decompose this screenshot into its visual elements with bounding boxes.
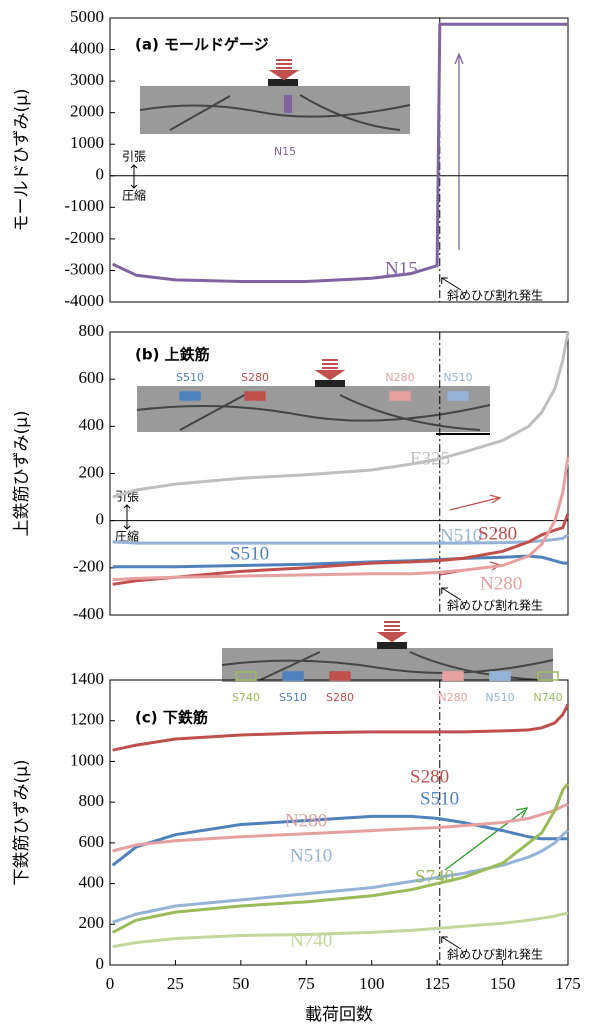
- crack-label: 斜めひび割れ発生: [447, 598, 543, 613]
- y-tick-label: 1400: [70, 669, 104, 688]
- gauge-marker: [180, 392, 200, 400]
- arrows: [440, 54, 527, 870]
- tension-label: 引張: [122, 150, 146, 164]
- inset-label: S280: [241, 371, 269, 384]
- y-tick-label: 400: [79, 872, 105, 891]
- y-tick-label: -4000: [64, 291, 104, 310]
- y-tick-label: 200: [79, 913, 105, 932]
- y-tick-label: 0: [96, 510, 105, 529]
- y-tick-label: 1000: [70, 133, 104, 152]
- y-tick-label: 400: [79, 415, 105, 434]
- x-axis-label: 載荷回数: [305, 1005, 373, 1025]
- inset-label: N280: [385, 371, 414, 384]
- y-tick-label: 200: [79, 462, 105, 481]
- y-axis-label: モールドひずみ(μ): [12, 88, 32, 231]
- inset-label: S510: [279, 691, 307, 704]
- inset-label: N15: [274, 145, 296, 158]
- inset-label: S280: [326, 691, 354, 704]
- y-tick-label: -1000: [64, 196, 104, 215]
- gauge-marker: [448, 392, 468, 400]
- series-label: N280: [285, 810, 327, 831]
- x-tick-label: 75: [298, 974, 315, 993]
- y-tick-label: 800: [79, 791, 105, 810]
- y-tick-label: 0: [96, 954, 105, 973]
- y-tick-label: 1200: [70, 710, 104, 729]
- tension-arrow: [124, 505, 130, 529]
- y-tick-label: 1000: [70, 750, 104, 769]
- series-label: S280: [410, 766, 449, 787]
- series-line: [113, 804, 568, 851]
- y-tick-label: 5000: [70, 7, 104, 26]
- series-label: N510: [290, 845, 332, 866]
- gauge-marker: [490, 672, 510, 680]
- inset-photo-a: [140, 60, 410, 134]
- series-label: N510: [440, 525, 482, 546]
- x-tick-label: 50: [232, 974, 249, 993]
- crack-label: 斜めひび割れ発生: [447, 947, 543, 962]
- x-tick-label: 25: [167, 974, 184, 993]
- plot-frame: [110, 18, 568, 302]
- y-tick-label: 3000: [70, 70, 104, 89]
- y-axis-label: 上鉄筋ひずみ(μ): [12, 410, 32, 536]
- x-tick-label: 175: [555, 974, 581, 993]
- y-tick-label: -3000: [64, 259, 104, 278]
- gauge-marker: [245, 392, 265, 400]
- x-tick-label: 125: [424, 974, 450, 993]
- inset-label: N740: [533, 691, 562, 704]
- x-tick-label: 0: [106, 974, 115, 993]
- gauge-marker: [283, 672, 303, 680]
- inset-label: N280: [438, 691, 467, 704]
- x-tick-label: 150: [490, 974, 516, 993]
- series-line: [113, 913, 568, 947]
- inset-label: N510: [443, 371, 472, 384]
- x-tick-label: 100: [359, 974, 385, 993]
- series-label: S510: [230, 543, 269, 564]
- y-tick-label: 0: [96, 165, 105, 184]
- series-label: E325: [410, 448, 450, 469]
- y-tick-label: 600: [79, 832, 105, 851]
- series-label: N740: [290, 930, 332, 951]
- series-label: N280: [480, 573, 522, 594]
- series-line: [113, 24, 568, 281]
- series-label: S510: [420, 788, 459, 809]
- crack-label: 斜めひび割れ発生: [447, 288, 543, 303]
- series-line: [113, 784, 568, 933]
- gauge-marker: [330, 672, 350, 680]
- compression-label: 圧縮: [122, 188, 146, 203]
- panel-title: (b) 上鉄筋: [135, 346, 210, 364]
- y-axis-label: 下鉄筋ひずみ(μ): [12, 759, 32, 885]
- panel-title: (a) モールドゲージ: [135, 36, 269, 54]
- series-label: N15: [385, 258, 418, 279]
- panel-title: (c) 下鉄筋: [135, 709, 208, 727]
- y-tick-label: -400: [73, 604, 104, 623]
- gauge-marker: [390, 392, 410, 400]
- gauge-marker: [443, 672, 463, 680]
- y-tick-label: 600: [79, 368, 105, 387]
- y-tick-label: 800: [79, 321, 105, 340]
- series-label: S740: [415, 866, 454, 887]
- series-line: [113, 457, 568, 580]
- y-tick-label: 4000: [70, 38, 104, 57]
- series-line: [113, 831, 568, 923]
- series-label: S280: [478, 523, 517, 544]
- inset-label: S740: [232, 691, 260, 704]
- y-tick-label: 2000: [70, 102, 104, 121]
- inset-label: N510: [485, 691, 514, 704]
- figure: -4000-3000-2000-100001000200030004000500…: [0, 0, 590, 1030]
- tension-arrow: [131, 165, 137, 188]
- inset-label: S510: [176, 371, 204, 384]
- y-tick-label: -2000: [64, 228, 104, 247]
- y-tick-label: -200: [73, 557, 104, 576]
